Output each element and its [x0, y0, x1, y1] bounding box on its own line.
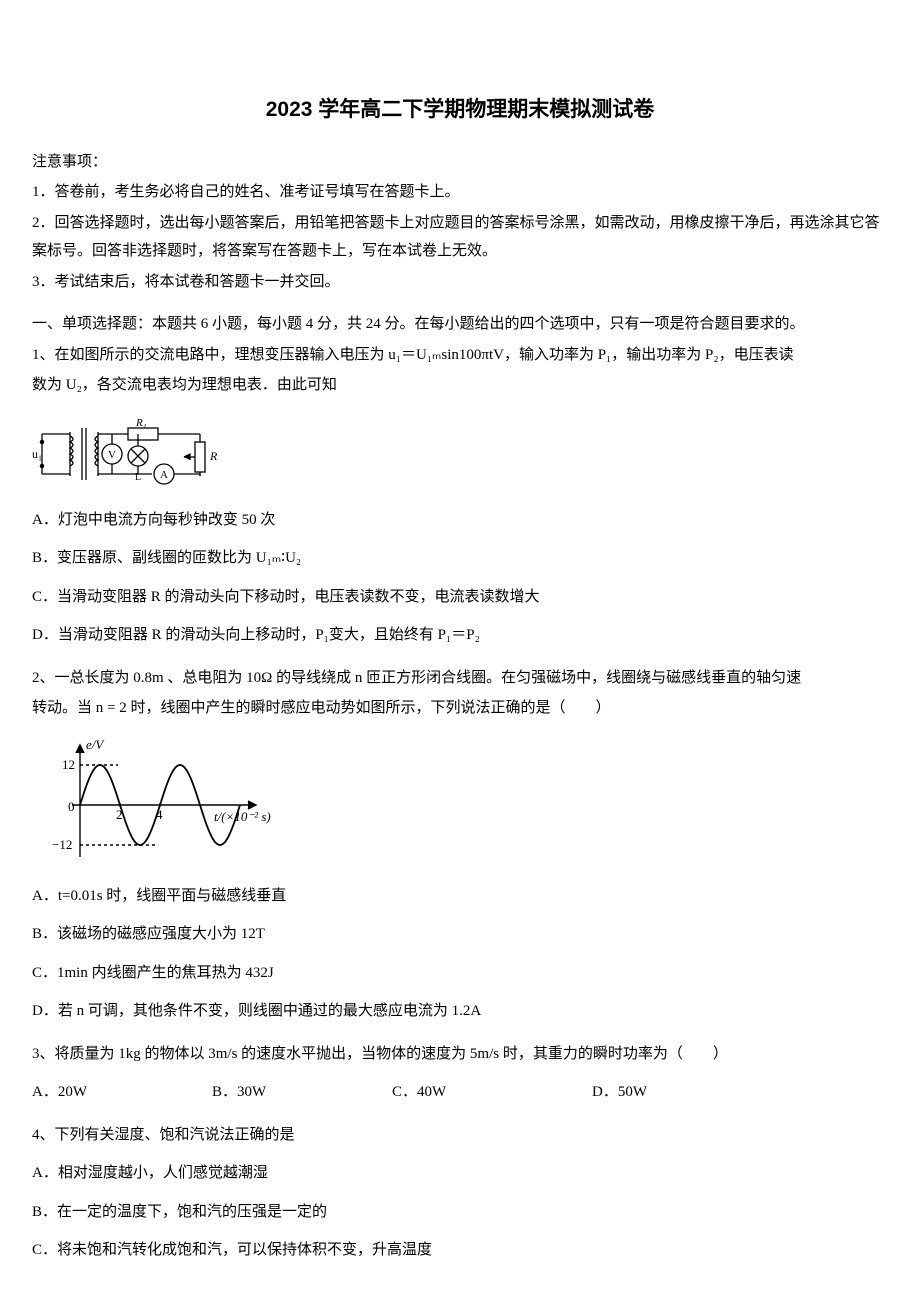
- notice-3: 3．考试结束后，将本试卷和答题卡一并交回。: [32, 268, 888, 297]
- q3-option-a: A．20W: [32, 1078, 212, 1107]
- circuit-label-l: L: [135, 472, 141, 483]
- q3-option-d: D．50W: [592, 1078, 772, 1107]
- q2-stem-line1: 2、一总长度为 0.8m 、总电阻为 10Ω 的导线绕成 n 匝正方形闭合线圈。…: [32, 664, 888, 693]
- section-1-header: 一、单项选择题：本题共 6 小题，每小题 4 分，共 24 分。在每小题给出的四…: [32, 310, 888, 339]
- q4-option-c: C．将未饱和汽转化成饱和汽，可以保持体积不变，升高温度: [32, 1236, 888, 1265]
- circuit-label-v: V: [108, 449, 116, 461]
- q2-option-d: D．若 n 可调，其他条件不变，则线圈中通过的最大感应电流为 1.2A: [32, 997, 888, 1026]
- circuit-label-u1: u₁: [32, 447, 42, 461]
- graph-ytick-neg: −12: [52, 837, 72, 852]
- notice-1: 1．答卷前，考生务必将自己的姓名、准考证号填写在答题卡上。: [32, 178, 888, 207]
- graph-xlabel: t/(×10⁻² s): [214, 809, 271, 824]
- q2-graph: e/V 12 0 −12 2 4 t/(×10⁻² s): [32, 735, 278, 870]
- q4-option-a: A．相对湿度越小，人们感觉越潮湿: [32, 1159, 888, 1188]
- circuit-label-r1: R₁: [135, 417, 147, 429]
- q2-option-b: B．该磁场的磁感应强度大小为 12T: [32, 920, 888, 949]
- q1-option-a: A．灯泡中电流方向每秒钟改变 50 次: [32, 506, 888, 535]
- graph-ylabel: e/V: [86, 737, 105, 752]
- q3-option-c: C．40W: [392, 1078, 592, 1107]
- q3-options-row: A．20W B．30W C．40W D．50W: [32, 1078, 888, 1107]
- q1-option-b: B．变压器原、副线圈的匝数比为 U₁ₘ∶U₂: [32, 544, 888, 573]
- q1-option-c: C．当滑动变阻器 R 的滑动头向下移动时，电压表读数不变，电流表读数增大: [32, 583, 888, 612]
- q3-stem: 3、将质量为 1kg 的物体以 3m/s 的速度水平抛出，当物体的速度为 5m/…: [32, 1040, 888, 1069]
- graph-xtick-2: 2: [116, 807, 123, 822]
- graph-ytick-pos: 12: [62, 757, 75, 772]
- q3-option-b: B．30W: [212, 1078, 392, 1107]
- q4-stem: 4、下列有关湿度、饱和汽说法正确的是: [32, 1121, 888, 1150]
- q1-circuit-diagram: u₁ V L A R R₁: [32, 414, 222, 494]
- q2-option-c: C．1min 内线圈产生的焦耳热为 432J: [32, 959, 888, 988]
- page-title: 2023 学年高二下学期物理期末模拟测试卷: [32, 90, 888, 130]
- notice-2: 2．回答选择题时，选出每小题答案后，用铅笔把答题卡上对应题目的答案标号涂黑，如需…: [32, 209, 888, 266]
- q1-stem-line2: 数为 U₂，各交流电表均为理想电表．由此可知: [32, 371, 888, 400]
- q2-stem-line2: 转动。当 n = 2 时，线圈中产生的瞬时感应电动势如图所示，下列说法正确的是（…: [32, 694, 888, 723]
- graph-origin: 0: [68, 799, 75, 814]
- q2-option-a: A．t=0.01s 时，线圈平面与磁感线垂直: [32, 882, 888, 911]
- q4-option-b: B．在一定的温度下，饱和汽的压强是一定的: [32, 1198, 888, 1227]
- circuit-label-a: A: [160, 469, 168, 481]
- graph-xtick-4: 4: [156, 807, 163, 822]
- notice-header: 注意事项：: [32, 148, 888, 177]
- circuit-label-r: R: [209, 449, 218, 463]
- q1-stem-line1: 1、在如图所示的交流电路中，理想变压器输入电压为 u₁＝U₁ₘsin100πtV…: [32, 341, 888, 370]
- q1-option-d: D．当滑动变阻器 R 的滑动头向上移动时，P₁变大，且始终有 P₁＝P₂: [32, 621, 888, 650]
